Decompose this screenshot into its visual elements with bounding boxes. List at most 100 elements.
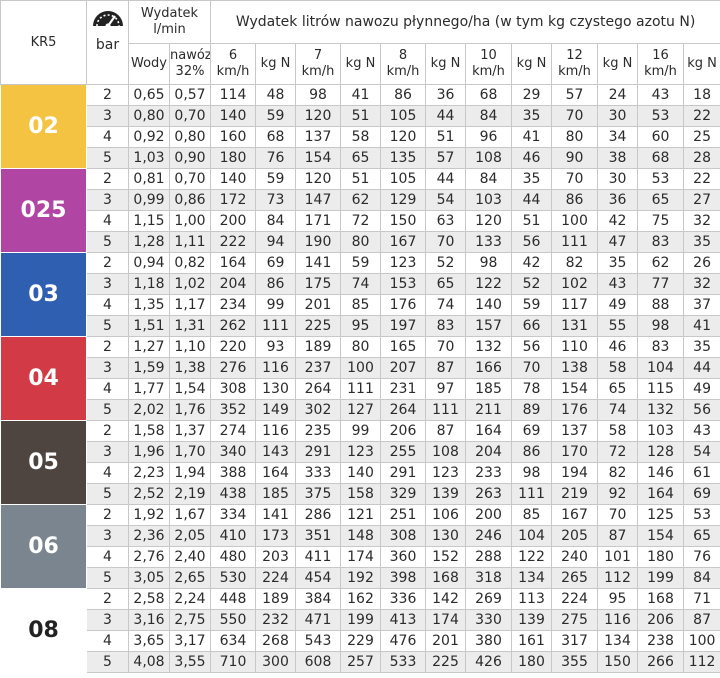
value-cell: 1,35 xyxy=(128,294,170,316)
value-cell: 123 xyxy=(425,462,466,484)
value-cell: 246 xyxy=(465,525,512,547)
value-cell: 0,81 xyxy=(128,168,170,190)
pressure-cell: 5 xyxy=(86,399,129,421)
value-cell: 275 xyxy=(551,609,598,631)
value-cell: 99 xyxy=(340,420,381,442)
value-cell: 219 xyxy=(551,483,598,505)
pressure-cell: 5 xyxy=(86,651,129,673)
value-cell: 164 xyxy=(255,462,296,484)
value-cell: 225 xyxy=(295,315,341,337)
value-cell: 116 xyxy=(255,420,296,442)
value-cell: 53 xyxy=(637,168,684,190)
value-cell: 1,37 xyxy=(169,420,211,442)
value-cell: 87 xyxy=(597,525,638,547)
value-cell: 24 xyxy=(597,84,638,106)
pressure-cell: 3 xyxy=(86,105,129,127)
value-cell: 82 xyxy=(597,462,638,484)
value-cell: 3,17 xyxy=(169,630,211,652)
value-cell: 174 xyxy=(340,546,381,568)
table-row: 5 3,05 2,65 530 224 454 192 398 168 318 134 265 112 1… xyxy=(1,567,720,589)
value-cell: 68 xyxy=(255,126,296,148)
value-cell: 98 xyxy=(511,462,552,484)
nozzle-label: 05 xyxy=(0,420,87,505)
value-cell: 87 xyxy=(682,609,720,631)
value-cell: 56 xyxy=(511,336,552,358)
value-cell: 0,92 xyxy=(128,126,170,148)
value-cell: 49 xyxy=(682,378,720,400)
value-cell: 150 xyxy=(597,651,638,673)
value-cell: 1,77 xyxy=(128,378,170,400)
value-cell: 137 xyxy=(551,420,598,442)
nozzle-label: 06 xyxy=(0,504,87,589)
value-cell: 206 xyxy=(380,420,426,442)
value-cell: 380 xyxy=(465,630,512,652)
value-cell: 1,18 xyxy=(128,273,170,295)
table-row: 3 1,96 1,70 340 143 291 123 255 108 204 86 170 72 128… xyxy=(1,441,720,463)
pressure-cell: 2 xyxy=(86,252,129,274)
flow-header: Wydatek l/min xyxy=(128,0,211,44)
value-cell: 160 xyxy=(210,126,256,148)
value-cell: 111 xyxy=(425,399,466,421)
value-cell: 141 xyxy=(255,504,296,526)
value-cell: 2,65 xyxy=(169,567,211,589)
value-cell: 138 xyxy=(551,357,598,379)
value-cell: 266 xyxy=(637,651,684,673)
value-cell: 192 xyxy=(340,567,381,589)
value-cell: 59 xyxy=(340,252,381,274)
value-cell: 235 xyxy=(295,420,341,442)
value-cell: 83 xyxy=(637,231,684,253)
table-row: 02 2 0,65 0,57 114 48 98 41 86 36 68 29 57 24 43 18 xyxy=(0,84,720,169)
value-cell: 710 xyxy=(210,651,256,673)
value-cell: 190 xyxy=(295,231,341,253)
value-cell: 352 xyxy=(210,399,256,421)
value-cell: 83 xyxy=(425,315,466,337)
value-cell: 197 xyxy=(380,315,426,337)
value-cell: 84 xyxy=(465,168,512,190)
value-cell: 70 xyxy=(551,168,598,190)
value-cell: 44 xyxy=(682,357,720,379)
pressure-cell: 4 xyxy=(86,210,129,232)
value-cell: 308 xyxy=(210,378,256,400)
value-cell: 120 xyxy=(380,126,426,148)
speedometer-icon xyxy=(88,5,128,29)
value-cell: 201 xyxy=(425,630,466,652)
pressure-cell: 5 xyxy=(86,315,129,337)
value-cell: 634 xyxy=(210,630,256,652)
value-cell: 264 xyxy=(380,399,426,421)
value-cell: 60 xyxy=(637,126,684,148)
value-cell: 123 xyxy=(340,441,381,463)
value-cell: 102 xyxy=(551,273,598,295)
value-cell: 62 xyxy=(340,189,381,211)
value-cell: 104 xyxy=(511,525,552,547)
value-cell: 251 xyxy=(380,504,426,526)
value-cell: 65 xyxy=(340,147,381,169)
value-cell: 4,08 xyxy=(128,651,170,673)
value-cell: 0,80 xyxy=(128,105,170,127)
value-cell: 0,90 xyxy=(169,147,211,169)
value-cell: 74 xyxy=(340,273,381,295)
value-cell: 100 xyxy=(682,630,720,652)
value-cell: 168 xyxy=(637,588,684,610)
value-cell: 1,92 xyxy=(128,504,170,526)
pressure-cell: 3 xyxy=(86,525,129,547)
value-cell: 168 xyxy=(425,567,466,589)
pressure-cell: 5 xyxy=(86,147,129,169)
pressure-cell: 4 xyxy=(86,630,129,652)
value-cell: 82 xyxy=(551,252,598,274)
pressure-cell: 5 xyxy=(86,567,129,589)
value-cell: 480 xyxy=(210,546,256,568)
value-cell: 1,10 xyxy=(169,336,211,358)
value-cell: 206 xyxy=(637,609,684,631)
speed-header: 16 km/h xyxy=(637,43,684,85)
pressure-cell: 3 xyxy=(86,273,129,295)
value-cell: 2,05 xyxy=(169,525,211,547)
value-cell: 329 xyxy=(380,483,426,505)
table-row: 4 0,92 0,80 160 68 137 58 120 51 96 41 80 34 60 25 xyxy=(1,126,720,148)
value-cell: 130 xyxy=(425,525,466,547)
value-cell: 232 xyxy=(255,609,296,631)
value-cell: 224 xyxy=(255,567,296,589)
value-cell: 35 xyxy=(682,336,720,358)
value-cell: 0,94 xyxy=(128,252,170,274)
pressure-unit: bar xyxy=(95,37,120,53)
value-cell: 42 xyxy=(597,210,638,232)
